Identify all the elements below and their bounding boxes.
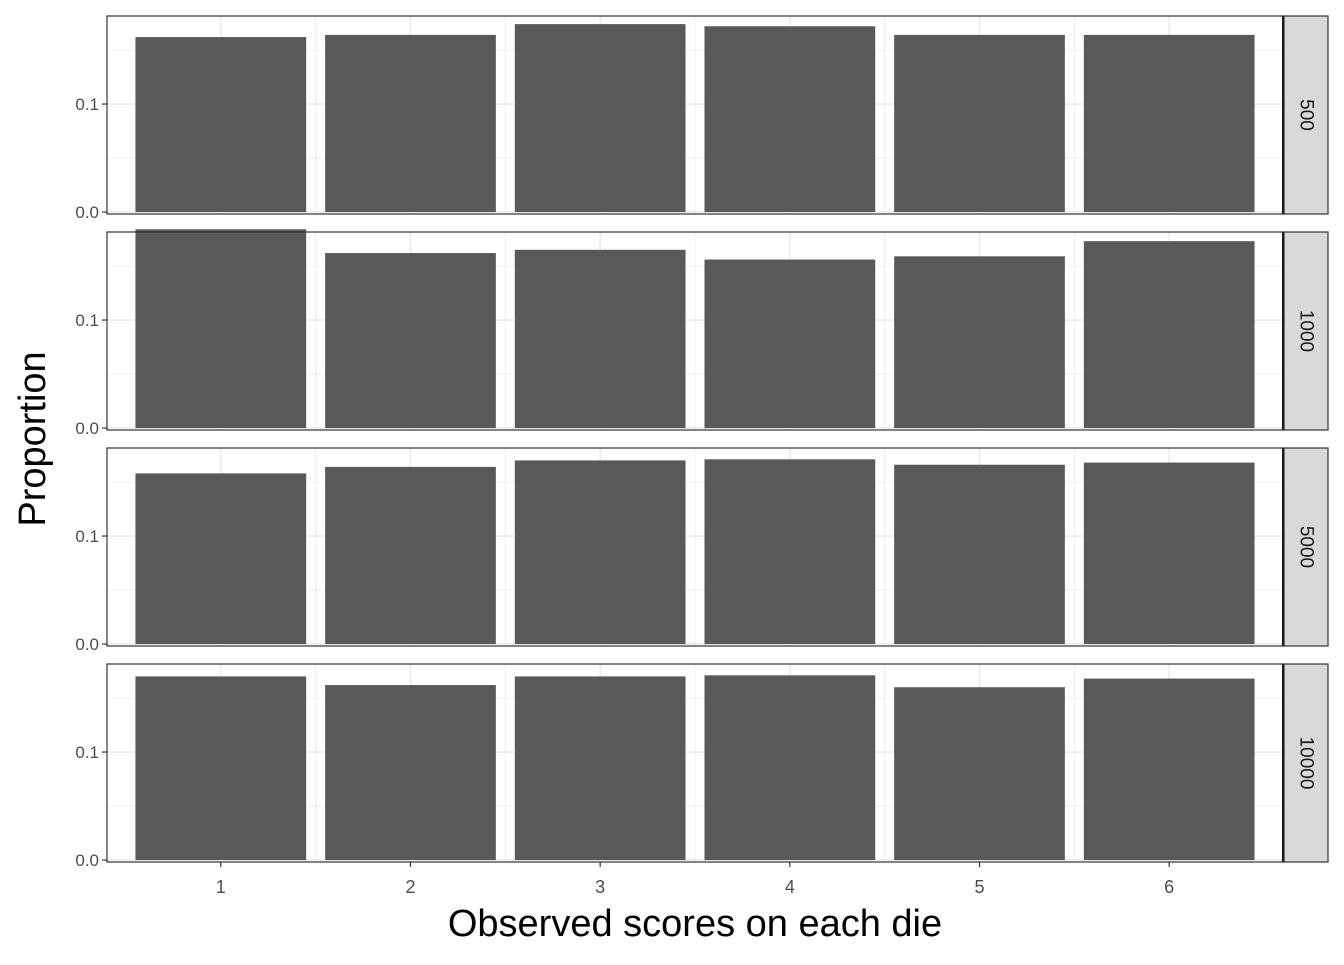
bar-facet-5000-score-2 [325,466,496,645]
facet-strip-label: 1000 [1296,310,1317,352]
facet-strip [1283,447,1329,647]
bar-facet-1000-score-2 [325,253,496,429]
bar-facet-500-score-2 [325,34,496,213]
x-axis-title: Observed scores on each die [448,903,942,945]
y-tick-label: 0.1 [75,311,99,330]
bar-facet-5000-score-3 [514,460,686,645]
facet-strip-label: 5000 [1296,526,1317,568]
bar-facet-10000-score-2 [325,685,496,861]
bar-facet-1000-score-6 [1083,241,1255,429]
bar-facet-10000-score-6 [1083,678,1255,861]
bar-facet-1000-score-1 [135,229,307,429]
bar-facet-1000-score-3 [514,249,686,429]
bar-facet-500-score-1 [135,37,307,213]
y-tick-label: 0.0 [75,635,99,654]
bar-facet-500-score-4 [704,26,876,213]
facet-strip [1283,231,1329,431]
y-tick-label: 0.0 [75,203,99,222]
x-tick-label: 5 [975,877,985,897]
y-axis-title: Proportion [12,351,54,526]
x-tick-label: 6 [1164,877,1174,897]
y-tick-label: 0.1 [75,743,99,762]
bar-facet-500-score-6 [1083,34,1255,213]
facet-strip-label: 500 [1296,99,1317,131]
y-tick-label: 0.0 [75,851,99,870]
x-tick-label: 3 [595,877,605,897]
x-tick-label: 4 [785,877,795,897]
bar-facet-10000-score-4 [704,675,876,861]
bar-facet-5000-score-5 [894,464,1065,645]
x-tick-label: 2 [405,877,415,897]
bar-facet-10000-score-5 [894,687,1065,861]
bar-facet-5000-score-6 [1083,462,1255,645]
bar-facet-1000-score-4 [704,259,876,429]
bar-facet-500-score-3 [514,24,686,213]
x-tick-label: 1 [216,877,226,897]
bar-facet-500-score-5 [894,34,1065,213]
bar-facet-5000-score-4 [704,459,876,645]
y-tick-label: 0.1 [75,95,99,114]
y-tick-label: 0.0 [75,419,99,438]
y-tick-label: 0.1 [75,527,99,546]
bar-facet-10000-score-1 [135,676,307,861]
bar-facet-10000-score-3 [514,676,686,861]
facet-strip-label: 10000 [1296,737,1317,790]
bar-facet-5000-score-1 [135,473,307,645]
bar-facet-1000-score-5 [894,256,1065,429]
